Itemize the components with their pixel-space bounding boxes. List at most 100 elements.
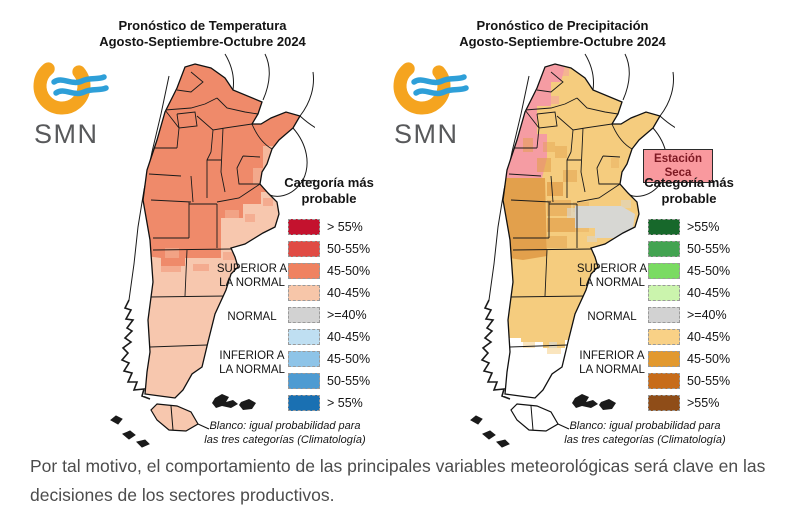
legend-row: 45-50% xyxy=(288,351,400,367)
chile-fjords xyxy=(480,299,511,400)
legend-title-line2: probable xyxy=(301,191,357,206)
legend-row: > 55% xyxy=(288,395,400,411)
category-normal-label: NORMAL xyxy=(587,311,637,323)
region-below-normal-45-50 xyxy=(503,138,619,260)
category-normal-label: NORMAL xyxy=(227,311,277,323)
legend-row-label: 50-55% xyxy=(687,242,731,256)
smn-logo: SMN xyxy=(32,56,118,150)
legend-swatch xyxy=(648,395,680,411)
legend-row: 50-55% xyxy=(288,373,400,389)
temperature-title: Pronóstico de Temperatura Agosto-Septiem… xyxy=(30,18,375,50)
uruguay-border xyxy=(261,127,315,197)
legend-rows: > 55% 50-55% 45-50% 40-45% >=40% 40-45% … xyxy=(288,219,400,411)
legend-row-label: >55% xyxy=(687,220,720,234)
legend-row: 50-55% xyxy=(648,241,760,257)
smn-logo-icon xyxy=(393,57,469,115)
legend-swatch xyxy=(648,351,680,367)
chile-fjords xyxy=(120,299,151,400)
smn-waves-icon xyxy=(51,74,109,97)
legend-row: 40-45% xyxy=(288,285,400,301)
legend-row: 45-50% xyxy=(288,263,400,279)
legend-row-label: 40-45% xyxy=(687,330,731,344)
brazil-coast xyxy=(299,115,315,129)
legend-swatch xyxy=(648,263,680,279)
legend-row: >=40% xyxy=(288,307,400,323)
chile-islands xyxy=(110,415,150,448)
legend-title-line1: Categoría más xyxy=(284,175,374,190)
precipitation-title-line2: Agosto-Septiembre-Octubre 2024 xyxy=(459,34,666,49)
chile-islands xyxy=(470,415,510,448)
legend-swatch xyxy=(648,373,680,389)
precipitation-title: Pronóstico de Precipitación Agosto-Septi… xyxy=(390,18,735,50)
smn-waves-icon xyxy=(411,74,469,97)
legend-title: Categoría más probable xyxy=(618,175,760,207)
precipitation-panel: Pronóstico de Precipitación Agosto-Septi… xyxy=(390,12,768,460)
smn-ring-icon xyxy=(393,57,451,115)
smn-logo-text: SMN xyxy=(394,119,459,149)
legend-row-label: 50-55% xyxy=(327,374,371,388)
legend-swatch xyxy=(288,241,320,257)
legend-row-label: >=40% xyxy=(327,308,367,322)
legend-row-label: 45-50% xyxy=(687,352,731,366)
smn-ring-icon xyxy=(33,57,91,115)
brazil-coast xyxy=(659,115,675,129)
legend-row-label: 40-45% xyxy=(327,286,371,300)
province-borders xyxy=(508,71,633,348)
legend-row-label: 40-45% xyxy=(327,330,371,344)
legend-row: >55% xyxy=(648,219,760,235)
smn-logo-icon xyxy=(33,57,109,115)
legend-swatch xyxy=(648,241,680,257)
legend-swatch xyxy=(288,329,320,345)
legend-row: 40-45% xyxy=(648,285,760,301)
legend-row: >=40% xyxy=(648,307,760,323)
category-superior-label: SUPERIOR A LA NORMAL xyxy=(576,263,648,289)
category-inferior-label: INFERIOR A LA NORMAL xyxy=(579,350,645,376)
region-normal-gray xyxy=(549,200,635,348)
malvinas-islands-icon xyxy=(572,394,616,410)
argentina-outline xyxy=(142,63,301,399)
precipitation-legend: Categoría más probable >55% 50-55% 45-50… xyxy=(618,175,760,411)
legend-row: >55% xyxy=(648,395,760,411)
legend-swatch xyxy=(288,285,320,301)
legend-swatch xyxy=(288,395,320,411)
legend-row-label: > 55% xyxy=(327,220,363,234)
legend-row-label: 50-55% xyxy=(327,242,371,256)
temperature-panel: Pronóstico de Temperatura Agosto-Septiem… xyxy=(30,12,408,460)
legend-swatch xyxy=(288,307,320,323)
legend-swatch xyxy=(288,373,320,389)
climatology-note: Blanco: igual probabilidad para las tres… xyxy=(564,420,726,446)
legend-title-line2: probable xyxy=(661,191,717,206)
argentina-precipitation-map xyxy=(470,53,675,448)
legend-row-label: 45-50% xyxy=(687,264,731,278)
temperature-title-line2: Agosto-Septiembre-Octubre 2024 xyxy=(99,34,306,49)
precipitation-title-line1: Pronóstico de Precipitación xyxy=(476,18,649,33)
legend-row: 40-45% xyxy=(648,329,760,345)
tierra-del-fuego xyxy=(510,403,570,432)
paraguay-brazil-borders xyxy=(224,53,314,117)
legend-row-label: 40-45% xyxy=(687,286,731,300)
legend-row: 40-45% xyxy=(288,329,400,345)
legend-title-line1: Categoría más xyxy=(644,175,734,190)
category-superior-label: SUPERIOR A LA NORMAL xyxy=(216,263,288,289)
legend-swatch xyxy=(648,329,680,345)
legend-title: Categoría más probable xyxy=(258,175,400,207)
smn-logo-text: SMN xyxy=(34,119,99,149)
legend-row: 45-50% xyxy=(648,351,760,367)
legend-row-label: 50-55% xyxy=(687,374,731,388)
argentina-temperature-map xyxy=(110,53,315,448)
legend-row-label: > 55% xyxy=(327,396,363,410)
legend-swatch xyxy=(648,219,680,235)
paraguay-brazil-borders xyxy=(584,53,674,117)
malvinas-islands-icon xyxy=(212,394,256,410)
article-caption: Por tal motivo, el comportamiento de las… xyxy=(30,456,766,505)
temperature-legend: Categoría más probable > 55% 50-55% 45-5… xyxy=(258,175,400,411)
legend-row: > 55% xyxy=(288,219,400,235)
neighbor-borders xyxy=(110,53,315,448)
smn-logo: SMN xyxy=(392,56,478,150)
category-inferior-label: INFERIOR A LA NORMAL xyxy=(219,350,285,376)
legend-row-label: 45-50% xyxy=(327,352,371,366)
climatology-note: Blanco: igual probabilidad para las tres… xyxy=(204,420,366,446)
legend-swatch xyxy=(648,285,680,301)
legend-swatch xyxy=(288,263,320,279)
